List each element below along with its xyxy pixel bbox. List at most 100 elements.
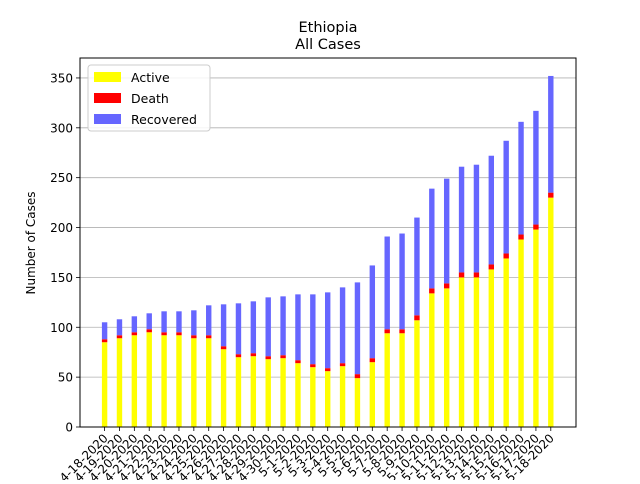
bar-death [191,335,197,339]
bar-active [161,335,167,427]
bar-active [116,338,123,427]
bar-recovered [443,178,450,284]
legend-swatch [94,114,121,124]
bar-active [533,229,539,427]
y-tick-label: 350 [50,71,73,85]
bar-death [325,368,331,372]
legend-swatch [94,93,121,103]
bar-death [488,264,495,270]
y-tick-label: 300 [50,121,73,135]
y-tick-label: 0 [65,421,73,435]
bar-recovered [354,282,361,375]
bar-death [176,332,182,336]
chart-title: Ethiopia [298,20,357,36]
bar-recovered [206,305,212,336]
bar-recovered [295,294,301,361]
bar-death [458,272,465,278]
bar-active [473,277,480,427]
bar-recovered [280,296,286,356]
bar-recovered [429,188,435,289]
legend-label: Recovered [131,112,197,127]
bars [101,75,554,427]
bar-death [131,332,138,336]
bar-active [518,239,524,427]
y-tick-label: 250 [50,171,73,185]
bar-active [131,335,138,427]
bar-recovered [101,322,108,340]
x-axis: 4-18-20204-19-20204-20-20204-21-20204-22… [57,427,557,484]
bar-recovered [116,319,123,336]
bar-active [250,356,257,427]
bar-death [146,329,152,333]
bar-recovered [191,310,197,336]
bar-recovered [399,233,405,330]
bar-recovered [488,155,495,265]
bar-death [235,354,242,358]
legend-label: Active [131,70,170,85]
y-tick-label: 50 [58,371,73,385]
bar-active [146,332,152,427]
bar-death [369,358,376,363]
bar-active [443,288,450,427]
bar-death [533,224,539,230]
bar-active [101,342,108,427]
bar-recovered [176,311,182,333]
bar-active [235,357,242,427]
legend-label: Death [131,91,169,106]
bar-active [414,320,420,427]
bar-active [399,333,405,427]
y-axis-label: Number of Cases [24,191,38,294]
bar-active [310,367,316,427]
bar-active [369,362,376,427]
bar-active [429,293,435,427]
bar-death [116,335,123,339]
bar-recovered [533,110,539,225]
bar-recovered [310,294,316,365]
bar-recovered [414,217,420,316]
bar-death [310,364,316,368]
bar-active [548,197,554,427]
bar-recovered [548,75,554,193]
legend-swatch [94,72,121,82]
bar-recovered [146,313,152,330]
bar-recovered [250,301,257,354]
bar-death [399,329,405,334]
bar-death [265,356,271,360]
bar-active [280,358,286,427]
bar-active [176,335,182,427]
bar-death [220,346,227,350]
bar-active [295,363,301,427]
bar-death [206,335,212,339]
bar-recovered [369,265,376,359]
bar-death [473,272,480,278]
bar-death [354,374,361,379]
bar-recovered [384,236,390,330]
bar-active [458,277,465,427]
bar-active [325,371,331,427]
bar-recovered [220,304,227,347]
bar-recovered [235,303,242,355]
chart-subtitle: All Cases [295,37,361,53]
bar-recovered [458,166,465,273]
bar-death [414,315,420,321]
bar-death [548,192,554,198]
bar-recovered [339,287,346,364]
bar-death [280,355,286,359]
legend: Active Death Recovered [87,64,211,132]
bar-death [518,234,524,240]
bar-death [295,360,301,364]
y-tick-label: 100 [50,321,73,335]
bar-active [220,349,227,427]
bar-death [429,288,435,294]
bar-active [354,378,361,427]
bar-active [488,269,495,427]
bar-recovered [503,140,509,254]
bar-active [191,338,197,427]
y-axis: 0 50 100 150 200 250 300 350 [50,71,80,435]
bar-recovered [265,297,271,357]
bar-death [339,363,346,367]
bar-death [250,353,257,357]
bar-recovered [131,316,138,333]
